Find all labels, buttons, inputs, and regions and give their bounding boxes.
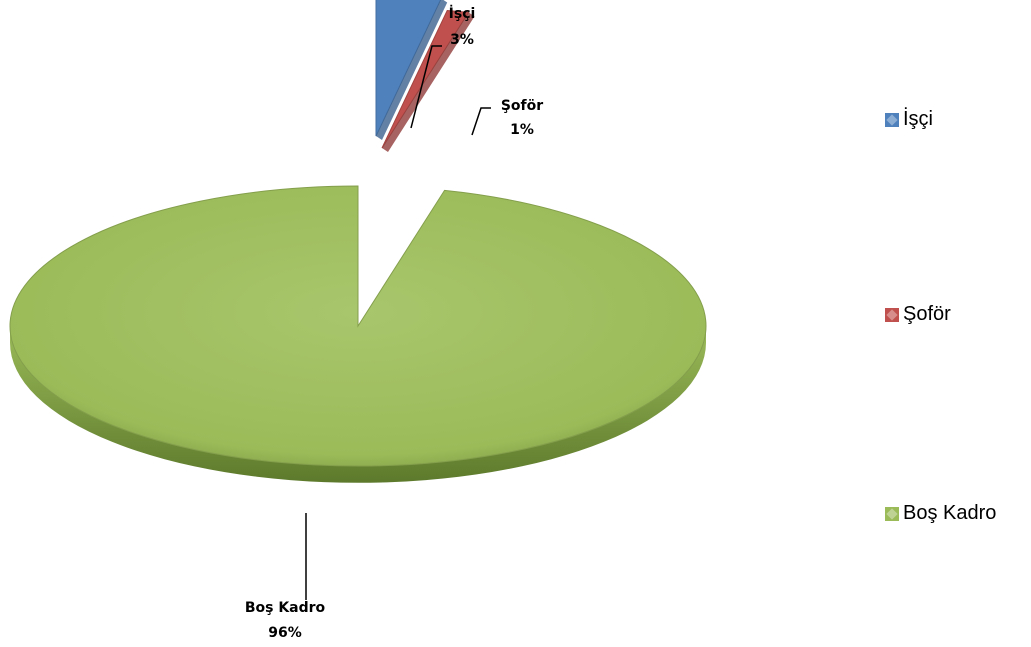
legend-label-sofor: Şoför: [903, 303, 951, 325]
data-label-isci-value: 3%: [450, 32, 474, 48]
slice-isci-top: [375, 0, 442, 137]
data-label-isci-name: İşçi: [449, 5, 476, 22]
slice-sofor: [381, 9, 475, 152]
leader-line-isci: [410, 45, 442, 129]
slice-sofor-edge: [382, 12, 475, 152]
data-label-bos-kadro-name: Boş Kadro: [245, 600, 326, 616]
legend-item-sofor: Şoför: [885, 303, 951, 326]
legend-swatch-sofor: [885, 307, 899, 322]
legend-item-isci: İşçi: [885, 108, 933, 131]
slice-bos-kadro: [9, 185, 707, 483]
legend-label-bos-kadro: Boş Kadro: [903, 502, 997, 524]
leader-line-sofor: [471, 107, 491, 136]
slice-isci: [375, 0, 448, 140]
slice-isci-edge: [376, 0, 448, 140]
slice-bos-kadro-top: [9, 185, 707, 467]
data-label-sofor-name: Şoför: [501, 98, 543, 114]
slice-sofor-top: [381, 9, 470, 149]
legend-swatch-bos-kadro: [885, 506, 899, 521]
legend-label-isci: İşçi: [903, 108, 933, 130]
legend-swatch-isci: [885, 112, 899, 127]
data-label-bos-kadro-value: 96%: [268, 625, 302, 641]
legend-item-bos-kadro: Boş Kadro: [885, 502, 996, 525]
data-label-sofor-value: 1%: [510, 122, 534, 138]
